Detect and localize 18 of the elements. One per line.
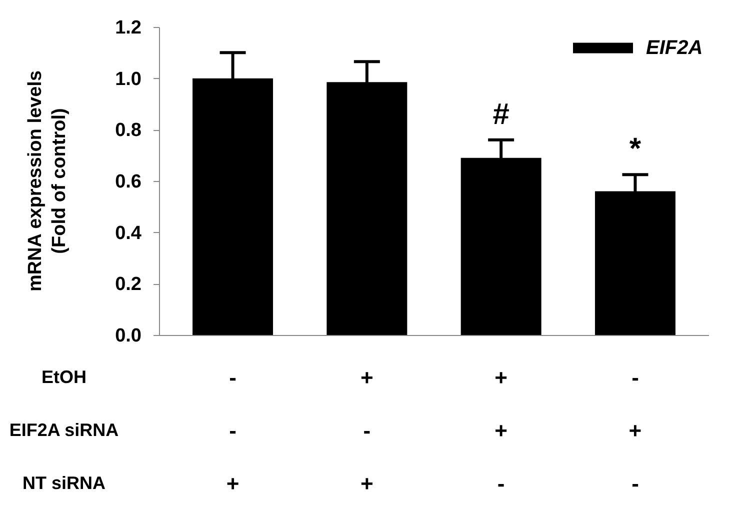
y-tick-label: 1.0	[115, 68, 142, 90]
text: EtOH	[42, 367, 86, 387]
data-label: *	[629, 132, 642, 166]
category-label: + - +	[360, 365, 374, 496]
text: EIF2A siRNA	[9, 420, 119, 440]
y-tick-label: 0.2	[115, 274, 142, 296]
category-label: + + -	[494, 365, 508, 496]
text: NT siRNA	[22, 473, 106, 493]
y-tick-label: 0.6	[115, 172, 142, 192]
legend-label: EIF2A	[646, 37, 703, 59]
y-axis-title: mRNA expression levels (Fold of control)	[25, 70, 70, 292]
y-tick-label: 0.0	[115, 326, 142, 346]
data-label: #	[492, 98, 510, 131]
category-label: - - +	[226, 365, 240, 496]
y-tick-label: 0.8	[115, 120, 142, 142]
category-label: - + -	[628, 365, 642, 496]
y-tick-label: 1.2	[115, 18, 142, 38]
y-tick-label: 0.4	[115, 222, 142, 244]
